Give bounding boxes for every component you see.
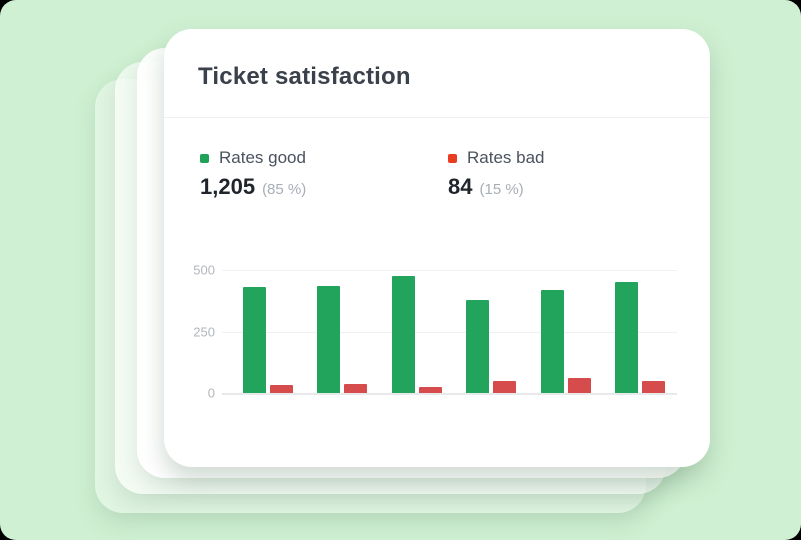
chart-plot-bars xyxy=(222,270,677,393)
rates-bad-row: Rates bad xyxy=(448,148,696,168)
rates-good-value: 1,205 (85 %) xyxy=(200,174,448,200)
rates-bad-label: Rates bad xyxy=(467,148,545,167)
rates-good-count: 1,205 xyxy=(200,174,256,199)
legend-item-rates-good: Rates good 1,205 (85 %) xyxy=(200,148,448,200)
rates-bad-percent: (15 %) xyxy=(479,181,524,198)
bad-bar[interactable] xyxy=(493,381,517,393)
bar-group xyxy=(317,270,368,393)
rates-good-row: Rates good xyxy=(200,148,448,168)
gridline-250 xyxy=(222,331,677,333)
bad-bar[interactable] xyxy=(270,384,293,393)
bad-bar[interactable] xyxy=(344,384,368,393)
bar-group xyxy=(243,270,293,393)
card-header: Ticket satisfaction xyxy=(164,29,710,118)
good-bar[interactable] xyxy=(614,282,638,393)
bad-bar[interactable] xyxy=(641,381,665,393)
bad-bar[interactable] xyxy=(567,377,591,393)
bad-bar[interactable] xyxy=(418,386,442,393)
legend-item-rates-bad: Rates bad 84 (15 %) xyxy=(448,148,696,200)
good-bar[interactable] xyxy=(243,287,266,393)
good-bar[interactable] xyxy=(391,276,415,393)
gridline-500 xyxy=(222,270,677,271)
bar-group xyxy=(540,270,591,393)
chart-plot xyxy=(222,270,677,395)
bar-group xyxy=(466,270,517,393)
rates-good-dot-icon xyxy=(200,153,209,163)
y-tick-250: 250 xyxy=(193,324,215,339)
y-tick-0: 0 xyxy=(207,385,215,401)
ticket-satisfaction-card: Ticket satisfaction Rates good 1,205 (85… xyxy=(164,29,710,467)
y-tick-500: 500 xyxy=(193,262,215,278)
legend: Rates good 1,205 (85 %) Rates bad 84 (15… xyxy=(200,148,710,200)
good-bar[interactable] xyxy=(317,286,341,393)
bar-group xyxy=(391,270,442,393)
good-bar[interactable] xyxy=(540,289,564,393)
rates-bad-count: 84 xyxy=(448,174,473,199)
card-title: Ticket satisfaction xyxy=(198,63,411,90)
rates-bad-dot-icon xyxy=(448,153,457,163)
rates-good-label: Rates good xyxy=(219,148,306,167)
rates-good-percent: (85 %) xyxy=(262,181,307,198)
bar-group xyxy=(614,270,665,393)
satisfaction-bar-chart: 500 250 0 xyxy=(164,263,677,401)
gridline-0 xyxy=(222,393,677,395)
y-axis: 500 250 0 xyxy=(164,263,222,401)
good-bar[interactable] xyxy=(466,300,490,393)
rates-bad-value: 84 (15 %) xyxy=(448,174,696,200)
